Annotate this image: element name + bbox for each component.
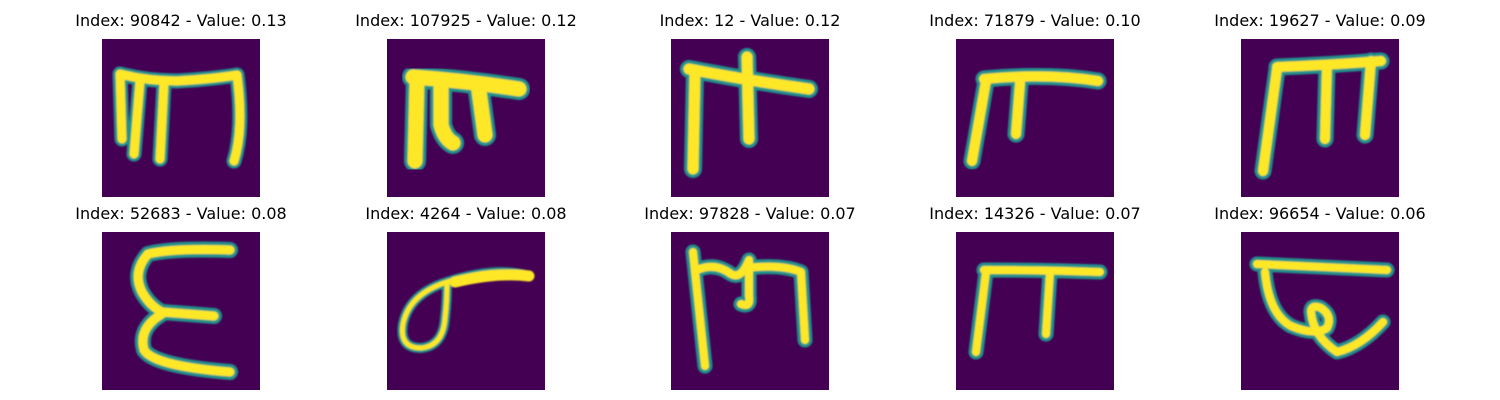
handwritten-glyph-icon (671, 232, 829, 390)
handwritten-glyph-icon (1241, 39, 1399, 197)
panel-title: Index: 97828 - Value: 0.07 (644, 204, 856, 223)
handwritten-glyph-icon (102, 232, 260, 390)
panel-title: Index: 90842 - Value: 0.13 (75, 11, 287, 30)
panel-title: Index: 96654 - Value: 0.06 (1214, 204, 1426, 223)
handwritten-glyph-icon (956, 232, 1114, 390)
handwritten-glyph-icon (102, 39, 260, 197)
image-panel-6: Index: 52683 - Value: 0.08 (75, 204, 287, 390)
handwritten-glyph-icon (956, 39, 1114, 197)
panel-title: Index: 71879 - Value: 0.10 (929, 11, 1141, 30)
image-panel-3: Index: 12 - Value: 0.12 (660, 11, 840, 197)
panel-title: Index: 19627 - Value: 0.09 (1214, 11, 1426, 30)
panel-title: Index: 4264 - Value: 0.08 (365, 204, 567, 223)
handwritten-glyph-icon (387, 39, 545, 197)
panel-title: Index: 52683 - Value: 0.08 (75, 204, 287, 223)
image-panel-5: Index: 19627 - Value: 0.09 (1214, 11, 1426, 197)
panel-title: Index: 14326 - Value: 0.07 (929, 204, 1141, 223)
image-panel-1: Index: 90842 - Value: 0.13 (75, 11, 287, 197)
handwritten-glyph-icon (671, 39, 829, 197)
image-panel-4: Index: 71879 - Value: 0.10 (929, 11, 1141, 197)
handwritten-glyph-icon (1241, 232, 1399, 390)
image-panel-8: Index: 97828 - Value: 0.07 (644, 204, 856, 390)
image-panel-2: Index: 107925 - Value: 0.12 (355, 11, 577, 197)
image-panel-9: Index: 14326 - Value: 0.07 (929, 204, 1141, 390)
image-panel-7: Index: 4264 - Value: 0.08 (365, 204, 567, 390)
image-panel-10: Index: 96654 - Value: 0.06 (1214, 204, 1426, 390)
panel-title: Index: 12 - Value: 0.12 (659, 11, 841, 30)
handwritten-glyph-icon (387, 232, 545, 390)
panel-title: Index: 107925 - Value: 0.12 (355, 11, 577, 30)
